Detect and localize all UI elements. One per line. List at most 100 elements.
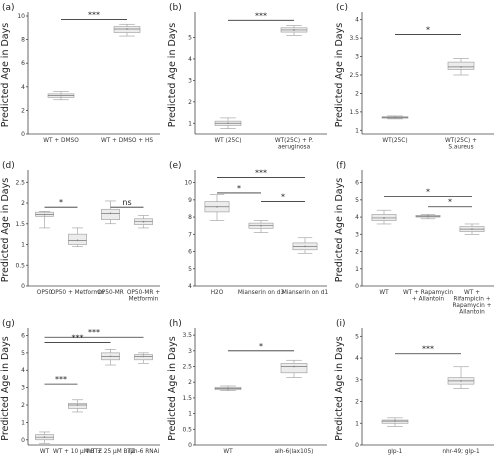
x-category-label: WT (25C): [214, 138, 241, 144]
x-category-label-line: WT + 25 μM BTZ: [86, 449, 135, 455]
significance-label: *: [426, 187, 430, 196]
y-tick-label: 5: [188, 266, 192, 273]
y-tick-label: 6: [355, 180, 359, 187]
box-point: [76, 404, 79, 406]
y-tick-label: 2.5: [349, 72, 359, 79]
y-tick-label: 5: [188, 34, 192, 41]
x-category-label-line: WT(25C): [382, 138, 407, 144]
x-category-label: WT(25C) + P. aeruginosa: [275, 138, 313, 151]
y-tick-label: 5: [355, 197, 359, 204]
box-point: [427, 215, 429, 218]
chart-panel: (i) Predicted Age in Days 0 1 2 3 4 5 glp-1 nhr-4…: [334, 319, 494, 455]
significance-label: ***: [422, 345, 434, 354]
box-point: [471, 228, 473, 231]
y-tick-label: 4: [21, 84, 25, 91]
y-tick-label: 0: [355, 442, 359, 449]
x-category-label-line: WT: [223, 449, 233, 455]
x-category-label: WT + Rifampicin + Rapamycin + Allantoin: [453, 290, 492, 316]
y-tick-label: 4: [21, 367, 25, 374]
y-tick-label: 4: [188, 283, 192, 290]
y-axis-label: Predicted Age in Days: [0, 178, 11, 282]
panel-letter: (b): [169, 3, 182, 13]
chart-panel: (f) Predicted Age in Days 0 1 2 3 4 5 6 WT WT + Ra…: [334, 161, 494, 316]
y-axis-label: Predicted Age in Days: [0, 23, 11, 127]
panel-letter: (g): [2, 319, 15, 329]
x-category-label: WT + Rapamycin + Allantoin: [403, 290, 453, 303]
y-tick-label: 4: [188, 56, 192, 63]
panel-letter: (h): [169, 319, 182, 329]
box-point: [304, 245, 306, 248]
y-tick-label: 0.5: [15, 262, 25, 269]
y-axis-label: Predicted Age in Days: [334, 336, 345, 440]
x-category-label: H2O: [211, 290, 224, 296]
y-axis-label: Predicted Age in Days: [334, 178, 345, 282]
box: [447, 61, 475, 70]
y-tick-label: 0: [188, 442, 192, 449]
x-category-label-line: Rapamycin +: [453, 303, 492, 309]
x-category-label: OP50-MR + Metformin: [127, 290, 160, 303]
x-category-label-line: WT + 10 μM BTZ: [53, 449, 102, 455]
x-category-label-line: glp-1: [388, 449, 403, 455]
significance-label: ***: [255, 168, 267, 177]
significance-label: *: [237, 184, 241, 193]
box-point: [293, 29, 295, 31]
box-point: [227, 122, 229, 125]
y-tick-label: 3: [188, 348, 192, 355]
x-category-label: Mianserin on d1: [282, 290, 329, 296]
significance-label: ***: [72, 333, 84, 342]
box-point: [142, 220, 145, 223]
chart-panel: (d) Predicted Age in Days 0 0.5 1 1.5 2 2.5 OP50…: [0, 161, 160, 303]
y-tick-label: 9: [188, 197, 192, 204]
x-category-label: nhr-49; glp-1: [442, 449, 480, 455]
x-category-label: WT: [40, 449, 50, 455]
x-category-label-line: Allantoin: [459, 310, 485, 316]
x-category-label-line: nhr-49; glp-1: [442, 449, 480, 455]
box-point: [260, 224, 262, 227]
y-tick-label: 2: [355, 249, 359, 256]
y-tick-label: 2: [21, 107, 25, 114]
y-tick-label: 3.5: [182, 332, 192, 339]
y-tick-label: 1: [355, 420, 359, 427]
x-category-label: OP50-MR: [97, 290, 124, 296]
box-point: [460, 379, 462, 382]
x-category-label-line: OP50 + Metformin: [51, 290, 105, 296]
box-point: [383, 217, 385, 219]
y-tick-label: 2: [21, 402, 25, 409]
y-tick-label: 1: [355, 266, 359, 273]
y-tick-label: 4: [355, 17, 359, 24]
y-axis-label: Predicted Age in Days: [167, 23, 178, 127]
x-category-label-line: WT + Rapamycin: [403, 290, 453, 296]
y-tick-label: 1.5: [182, 395, 192, 402]
y-tick-label: 0: [21, 283, 25, 290]
x-category-label-line: WT (25C): [214, 138, 241, 144]
box-point: [109, 355, 112, 358]
x-category-label: Mianserin on d3: [238, 290, 285, 296]
y-tick-label: 0: [21, 131, 25, 138]
x-category-label: WT + DMSO: [43, 138, 79, 144]
x-category-label-line: WT +: [464, 290, 480, 296]
y-tick-label: 3.5: [349, 35, 359, 42]
y-tick-label: 2: [188, 379, 192, 386]
box-point: [43, 436, 46, 439]
x-category-label-line: WT: [40, 449, 50, 455]
x-category-label-line: rpn-6 RNAi: [128, 449, 160, 455]
x-category-label: rpn-6 RNAi: [128, 449, 160, 455]
y-tick-label: 1: [188, 411, 192, 418]
y-tick-label: 4: [355, 355, 359, 362]
y-tick-label: 6: [21, 332, 25, 339]
y-tick-label: 1: [188, 120, 192, 127]
panel-letter: (c): [336, 3, 348, 13]
y-tick-label: 10: [184, 180, 192, 187]
y-tick-label: 2: [355, 399, 359, 406]
y-tick-label: 0: [355, 283, 359, 290]
y-tick-label: 2: [21, 200, 25, 207]
x-category-label-line: OP50: [37, 290, 53, 296]
y-tick-label: 1: [21, 419, 25, 426]
box: [68, 233, 87, 245]
x-category-label-line: OP50-MR: [97, 290, 124, 296]
y-tick-label: 4: [355, 214, 359, 221]
y-tick-label: 3: [355, 231, 359, 238]
y-tick-label: 6: [188, 249, 192, 256]
